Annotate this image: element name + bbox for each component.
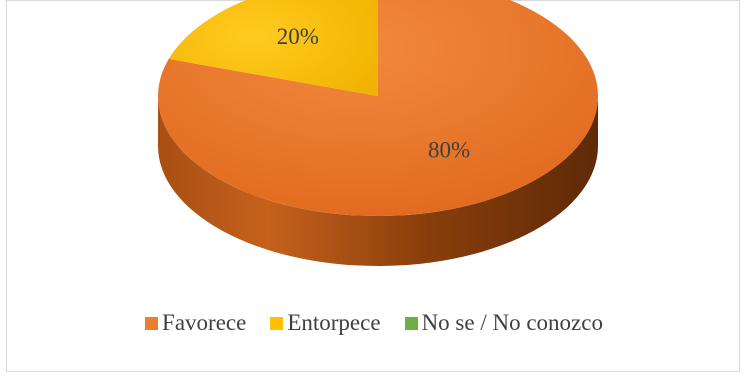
legend-label: Favorece — [162, 310, 247, 335]
data-label-favorece: 80% — [428, 137, 470, 162]
legend: Favorece Entorpece No se / No conozco — [0, 310, 748, 336]
legend-swatch — [270, 316, 284, 330]
legend-label: No se / No conozco — [421, 310, 603, 335]
legend-swatch — [404, 316, 418, 330]
legend-swatch — [145, 316, 159, 330]
legend-item-favorece: Favorece — [145, 310, 246, 336]
legend-item-entorpece: Entorpece — [270, 310, 381, 336]
pie-side-wall — [158, 96, 598, 266]
legend-label: Entorpece — [287, 310, 381, 335]
slice-favorece — [158, 0, 598, 216]
data-label-entorpece: 20% — [277, 24, 319, 49]
legend-item-no-se: No se / No conozco — [404, 310, 603, 336]
slice-entorpece — [168, 0, 378, 96]
